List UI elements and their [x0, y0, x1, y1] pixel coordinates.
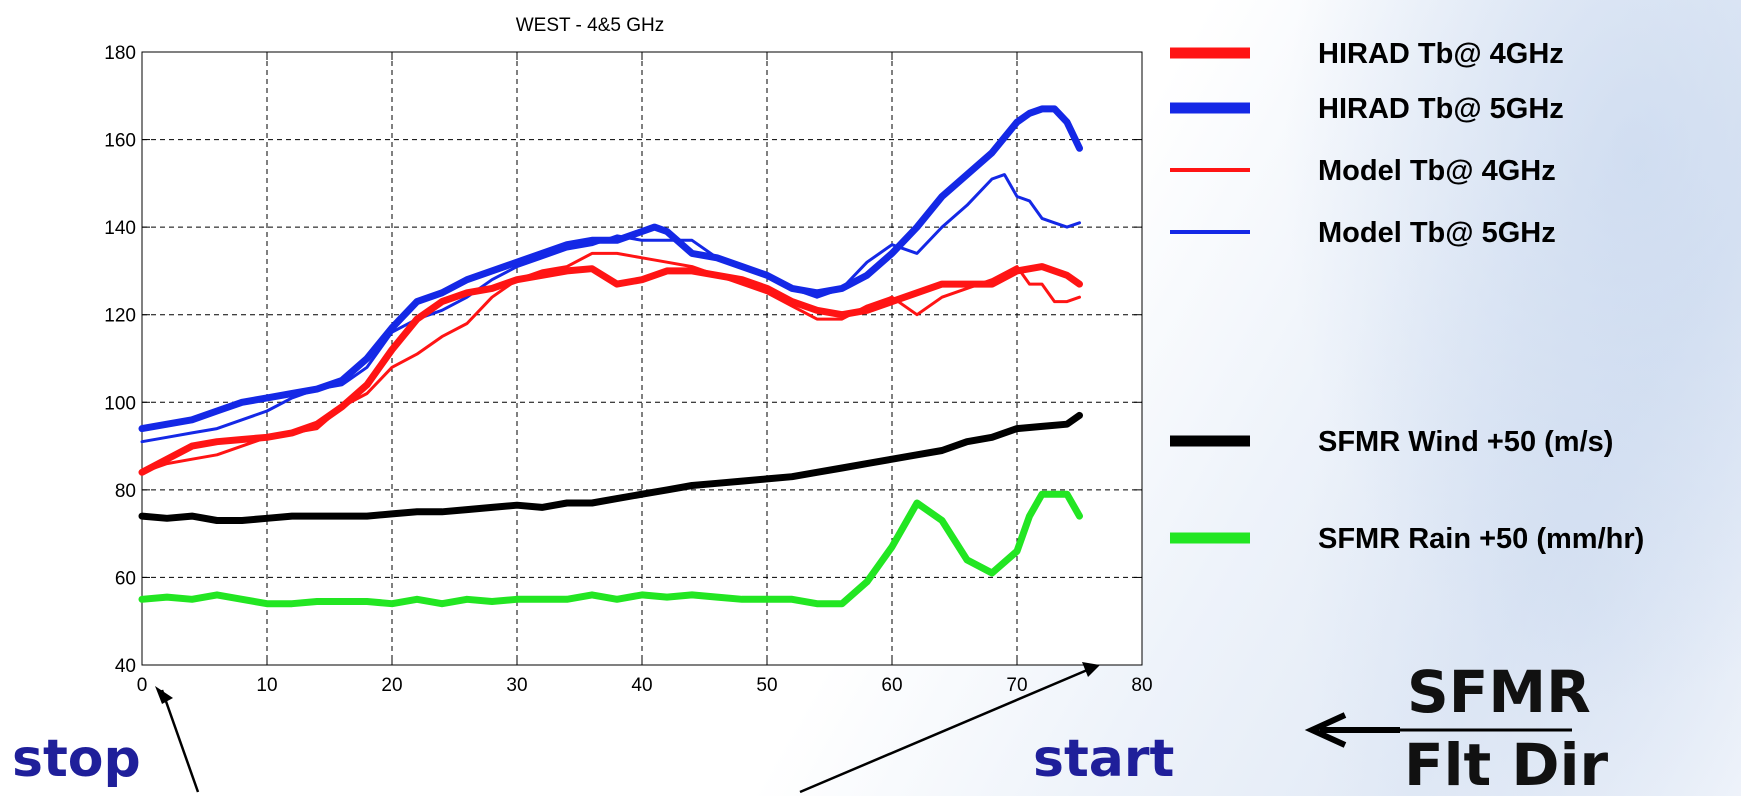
legend: HIRAD Tb@ 4GHz HIRAD Tb@ 5GHz Model Tb@ 4G…	[1170, 38, 1644, 555]
flight-direction-label: Flt Dir	[1404, 731, 1608, 796]
flight-direction-arrow-head	[1304, 712, 1347, 748]
y-tick-label: 60	[115, 568, 136, 589]
x-tick-label: 20	[381, 675, 402, 696]
series-line-sfmr-wind-50-m-s	[138, 411, 1083, 524]
start-arrow-line	[799, 666, 1093, 794]
legend-label-hirad-tb-5ghz: HIRAD Tb@ 5GHz	[1318, 93, 1564, 125]
legend-label-model-tb-5ghz: Model Tb@ 5GHz	[1318, 217, 1556, 249]
x-tick-label: 70	[1006, 675, 1027, 696]
data-series	[138, 105, 1083, 608]
legend-label-sfmr-wind-50-m-s: SFMR Wind +50 (m/s)	[1318, 426, 1613, 458]
x-axis: 0 10 20 30 40 50 60 70 80	[137, 52, 1153, 696]
y-tick-label: 180	[104, 43, 136, 64]
y-tick-label: 100	[104, 393, 136, 414]
sfmr-label: SFMR	[1407, 658, 1591, 726]
grid-lines	[142, 52, 1142, 665]
x-tick-label: 60	[881, 675, 902, 696]
x-tick-label: 30	[506, 675, 527, 696]
start-arrow-head	[1082, 662, 1100, 677]
series-line-sfmr-rain-50-mm-hr	[138, 490, 1083, 608]
stop-label: stop	[12, 729, 141, 789]
legend-label-sfmr-rain-50-mm-hr: SFMR Rain +50 (mm/hr)	[1318, 523, 1644, 555]
legend-label-model-tb-4ghz: Model Tb@ 4GHz	[1318, 155, 1556, 187]
y-axis: 40 60 80 100 120 140 160 180	[104, 43, 1142, 677]
x-tick-label: 40	[631, 675, 652, 696]
x-tick-label: 80	[1131, 675, 1152, 696]
stop-arrow-head	[155, 686, 173, 704]
start-label: start	[1033, 729, 1174, 789]
y-tick-label: 160	[104, 131, 136, 152]
y-tick-label: 40	[115, 656, 136, 677]
chart-title: WEST - 4&5 GHz	[516, 15, 665, 36]
stop-arrow-line	[160, 689, 200, 793]
y-tick-label: 120	[104, 306, 136, 327]
y-tick-label: 140	[104, 218, 136, 239]
x-tick-label: 10	[256, 675, 277, 696]
y-tick-label: 80	[115, 481, 136, 502]
series-line-hirad-tb-5ghz	[138, 105, 1083, 433]
x-tick-label: 0	[137, 675, 148, 696]
legend-label-hirad-tb-4ghz: HIRAD Tb@ 4GHz	[1318, 38, 1564, 70]
series-line-hirad-tb-4ghz	[138, 263, 1083, 476]
x-tick-label: 50	[756, 675, 777, 696]
